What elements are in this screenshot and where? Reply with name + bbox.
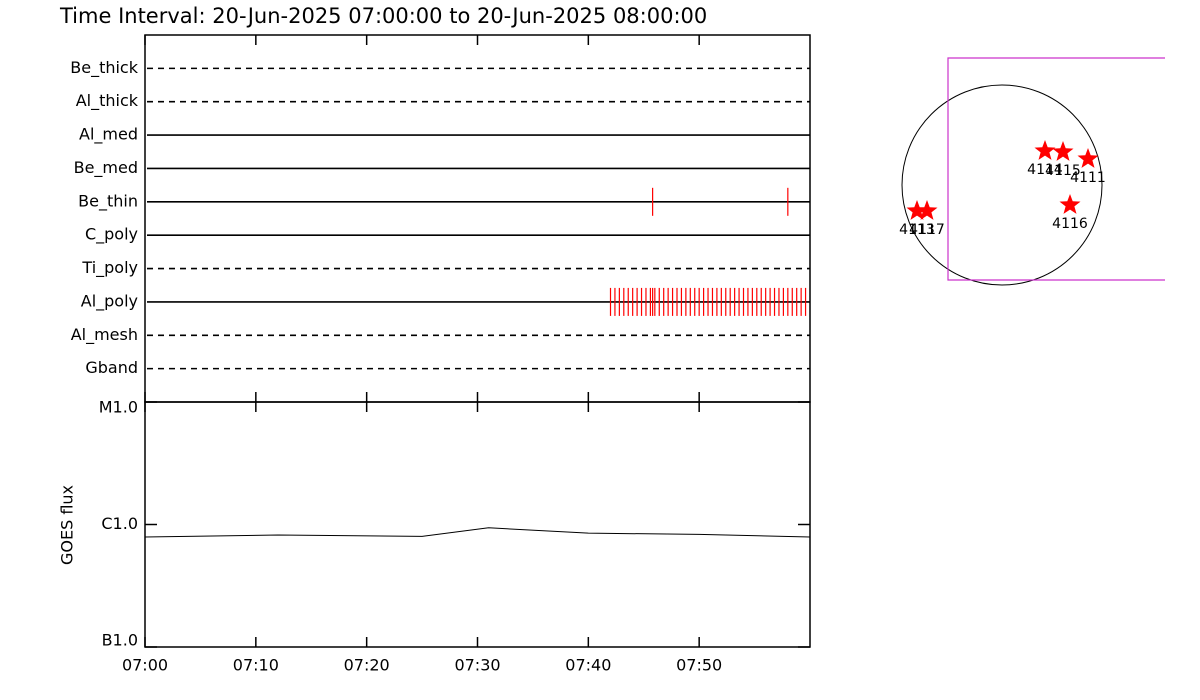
region-label: 4113 [899, 222, 935, 238]
y-tick-label: B1.0 [102, 631, 138, 650]
region-label: 4114 [1027, 162, 1063, 178]
x-tick-label: 07:10 [233, 656, 279, 675]
filter-label: Gband [85, 358, 138, 377]
filter-label: Al_thick [76, 91, 139, 111]
x-tick-label: 07:50 [676, 656, 722, 675]
solar-disk [901, 84, 1103, 286]
x-tick-label: 07:40 [565, 656, 611, 675]
region-star [1059, 194, 1081, 214]
filter-label: Al_mesh [71, 325, 138, 345]
chart-title: Time Interval: 20-Jun-2025 07:00:00 to 2… [59, 4, 707, 28]
x-tick-label: 07:20 [344, 656, 390, 675]
filter-label: Al_poly [81, 291, 138, 311]
region-star [1077, 148, 1099, 168]
region-star [916, 200, 938, 220]
filter-label: C_poly [85, 225, 138, 245]
region-star [1034, 140, 1056, 160]
region-label: 4115 [1045, 163, 1081, 179]
field-of-view [947, 57, 1165, 281]
region-star [906, 200, 928, 220]
y-axis-label: GOES flux [58, 485, 77, 565]
region-star [1052, 141, 1074, 161]
region-label: 4116 [1052, 216, 1088, 232]
x-tick-label: 07:00 [122, 656, 168, 675]
filter-label: Be_med [74, 158, 138, 178]
region-label: 4117 [909, 222, 945, 238]
filter-label: Be_thin [78, 191, 138, 211]
filter-label: Ti_poly [81, 258, 138, 278]
y-tick-label: C1.0 [101, 514, 138, 533]
goes-curve [144, 527, 811, 538]
y-tick-label: M1.0 [99, 398, 138, 417]
x-tick-label: 07:30 [454, 656, 500, 675]
region-label: 4111 [1070, 170, 1106, 186]
filter-label: Be_thick [70, 58, 138, 78]
filter-label: Al_med [79, 125, 138, 145]
